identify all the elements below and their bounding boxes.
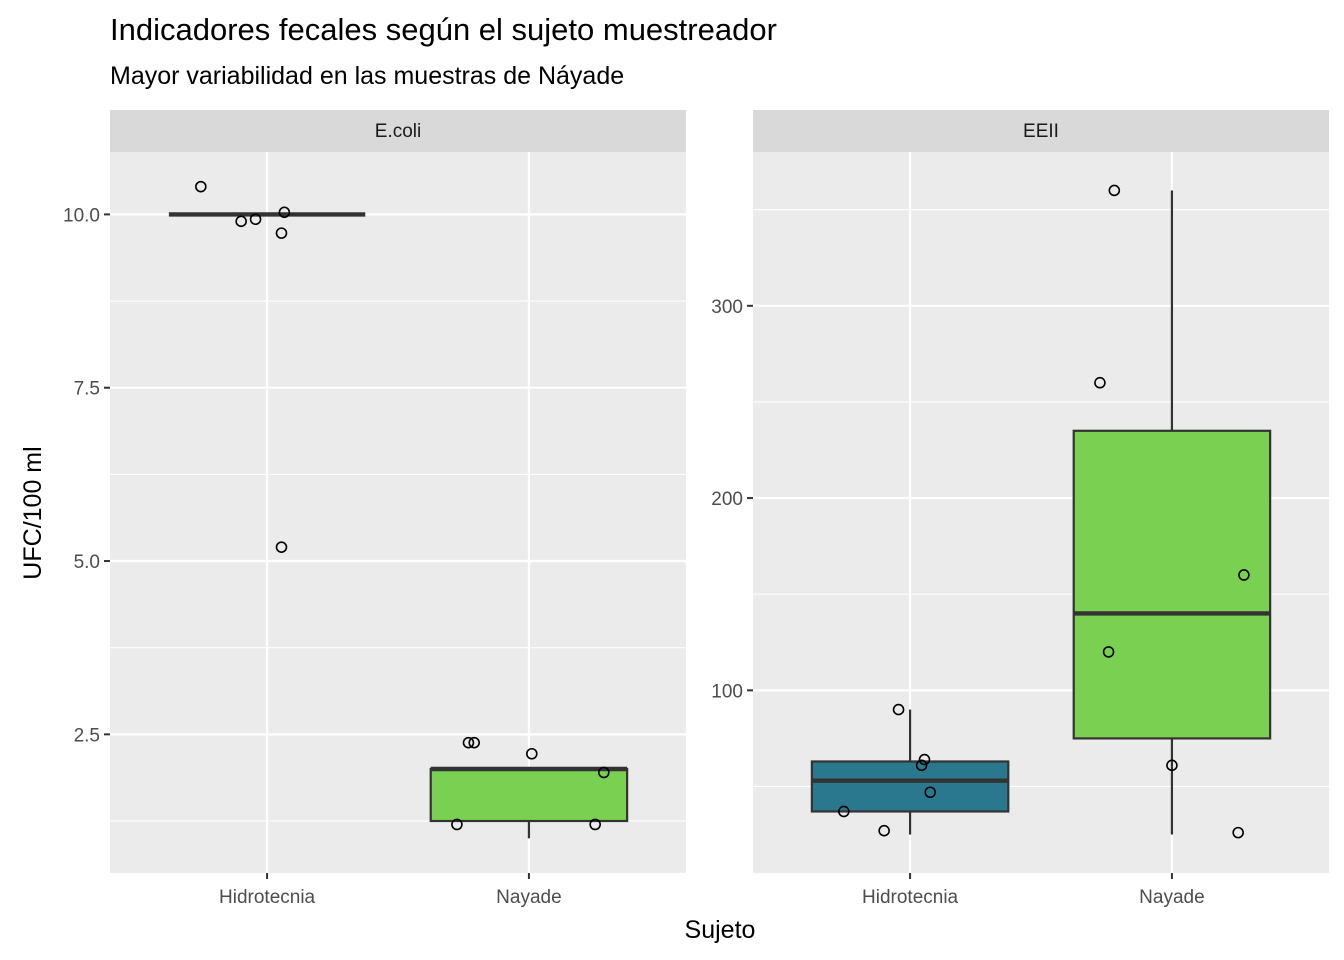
panel-background-e-coli — [110, 152, 686, 873]
data-point-e-coli-11 — [589, 818, 601, 831]
box-eeii-hidrotecnia — [810, 760, 1010, 813]
strip-label-eeii: EEII — [1023, 121, 1059, 142]
y-tick-label-e-coli-2: 7.5 — [74, 379, 100, 400]
y-tick-label-eeii-0: 100 — [711, 681, 743, 702]
y-tick-label-eeii-1: 200 — [711, 489, 743, 510]
data-point-eeii-9 — [1238, 569, 1250, 581]
box-eeii-nayade — [1072, 429, 1272, 740]
data-point-e-coli-6 — [462, 736, 475, 749]
y-tick-label-e-coli-1: 5.0 — [74, 552, 100, 573]
boxplot-eeii-nayade — [1072, 190, 1272, 835]
data-point-eeii-8 — [1102, 646, 1115, 658]
strip-e-coli — [110, 110, 686, 152]
x-tick-label-eeii-nayade: Nayade — [1139, 887, 1205, 908]
data-point-eeii-11 — [1232, 826, 1244, 839]
data-point-e-coli-4 — [275, 227, 288, 239]
data-point-eeii-1 — [878, 824, 890, 837]
x-tick-label-e-coli-nayade: Nayade — [496, 887, 562, 908]
panel-eeii: EEII 100 200 300 Hidrotecnia Nayade — [711, 110, 1329, 908]
data-point-e-coli-1 — [235, 215, 247, 228]
y-axis-title: UFC/100 ml — [19, 446, 47, 579]
data-point-e-coli-5 — [275, 541, 288, 553]
chart-title: Indicadores fecales según el sujeto mues… — [110, 12, 777, 47]
y-tick-label-eeii-2: 300 — [711, 297, 743, 318]
x-tick-label-eeii-hidrotecnia: Hidrotecnia — [862, 887, 959, 908]
y-tick-label-e-coli-3: 10.0 — [63, 205, 100, 226]
data-point-eeii-7 — [1108, 184, 1121, 197]
x-tick-label-e-coli-hidrotecnia: Hidrotecnia — [219, 887, 316, 908]
data-point-eeii-3 — [918, 753, 931, 766]
chart-subtitle: Mayor variabilidad en las muestras de Ná… — [110, 62, 624, 90]
data-point-e-coli-7 — [468, 736, 481, 749]
data-point-eeii-5 — [924, 786, 937, 799]
y-tick-label-e-coli-0: 2.5 — [74, 725, 100, 746]
data-point-e-coli-2 — [249, 213, 262, 226]
panel-ecoli: E.coli 2.5 5.0 7.5 10.0 Hidrotecnia Nayade — [63, 110, 686, 908]
data-point-eeii-2 — [892, 703, 905, 716]
boxplot-e-coli-nayade — [429, 766, 629, 839]
data-point-e-coli-0 — [195, 180, 207, 193]
x-axis-title: Sujeto — [685, 916, 756, 944]
data-point-eeii-10 — [1166, 759, 1178, 772]
data-point-e-coli-9 — [598, 766, 610, 779]
strip-eeii — [753, 110, 1329, 152]
box-e-coli-nayade — [429, 767, 629, 823]
data-point-e-coli-8 — [526, 747, 538, 760]
data-point-eeii-6 — [1094, 376, 1106, 389]
data-point-eeii-0 — [838, 805, 850, 818]
strip-label-e-coli: E.coli — [375, 121, 421, 142]
boxplot-eeii-hidrotecnia — [810, 709, 1010, 835]
data-point-e-coli-10 — [451, 818, 463, 831]
data-point-e-coli-3 — [278, 206, 291, 219]
data-point-eeii-4 — [915, 759, 928, 772]
